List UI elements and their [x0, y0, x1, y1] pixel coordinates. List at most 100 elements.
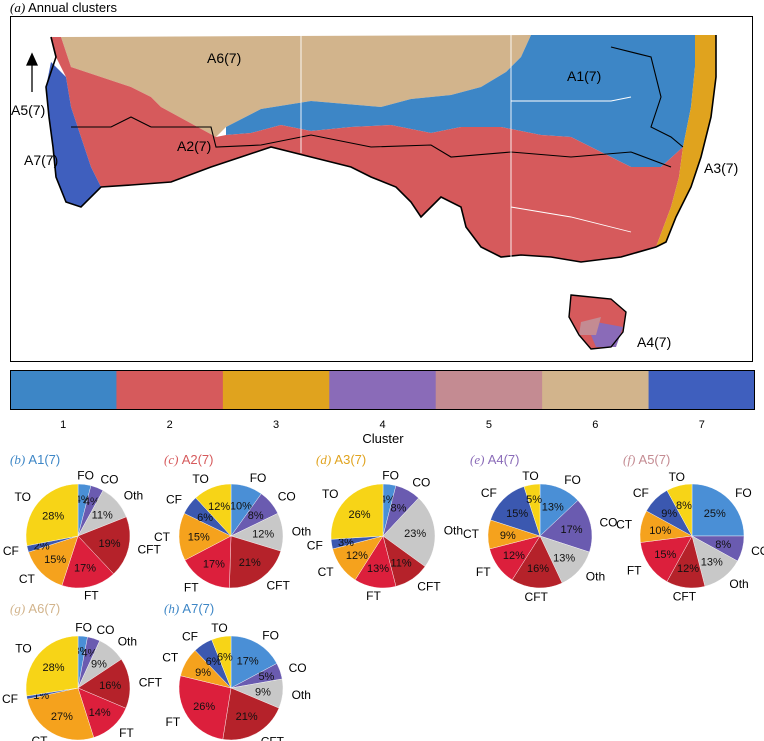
pie-title: (g) A6(7): [10, 601, 60, 616]
pie-slice-label: CFT: [138, 542, 162, 556]
cluster-map: A1(7) A2(7) A3(7) A4(7) A5(7) A6(7) A7(7…: [10, 16, 753, 362]
pie-slice-label: CF: [307, 539, 323, 553]
pie-slice-value: 15%: [188, 532, 210, 544]
pie-slice-value: 10%: [230, 500, 252, 512]
colorbar-segment-5: [435, 370, 543, 410]
pie-slice-value: 12%: [346, 550, 368, 562]
pie-slice-label: CT: [154, 530, 171, 544]
pie-slice-label: CF: [481, 486, 497, 500]
pie-slice-value: 28%: [42, 662, 64, 674]
pie-slice-FO: [691, 483, 745, 537]
pie-slice-label: CF: [3, 544, 19, 558]
pie-title-letter: (c): [164, 452, 182, 467]
pie-slice-value: 17%: [74, 563, 96, 575]
pie-slice-TO: [523, 483, 541, 537]
colorbar-segment-6: [542, 370, 650, 410]
state-border-vic: [510, 206, 632, 233]
pie-slice-CFT: [229, 535, 281, 589]
map-region-a5: [579, 317, 601, 335]
pie-slice-label: FO: [382, 469, 399, 483]
pie-slice-label: FO: [262, 629, 279, 643]
pie-slice-value: 26%: [348, 509, 370, 521]
pie-slice-value: 11%: [92, 510, 113, 522]
pie-slice-label: CO: [101, 472, 119, 486]
pie-slice-value: 8%: [715, 539, 731, 551]
pie-title: (h) A7(7): [164, 601, 214, 616]
pie-title-letter: (f): [623, 452, 639, 467]
pie-slice-value: 9%: [195, 667, 211, 679]
pie-slice-value: 13%: [701, 557, 723, 569]
colorbar-segment-1: [10, 370, 117, 410]
map-region-a1: [226, 35, 701, 167]
pie-slice-label: CF: [166, 493, 182, 507]
pie-slice-label: CF: [633, 486, 649, 500]
map-label-a2: A2(7): [177, 138, 211, 154]
pie-slice-label: Oth: [118, 635, 137, 649]
pie-title: (f) A5(7): [623, 452, 670, 467]
pie-slice-value: 13%: [553, 552, 575, 564]
pie-slice-CO: [539, 500, 593, 553]
pie-slice-label: TO: [322, 487, 338, 501]
pie-title: (b) A1(7): [10, 452, 60, 467]
pie-title-letter: (d): [316, 452, 334, 467]
pie-slice-label: TO: [15, 490, 31, 504]
boundary-a1: [610, 46, 684, 148]
pie-slice-value: 14%: [89, 707, 111, 719]
pie-slice-value: 17%: [560, 524, 582, 536]
pie-slice-value: 23%: [404, 528, 426, 540]
pie-slice-CT: [178, 513, 232, 561]
pie-slice-value: 13%: [367, 563, 389, 575]
pie-slice-label: TO: [669, 470, 685, 484]
pie-title-name: A1(7): [28, 452, 60, 467]
panel-a-title: Annual clusters: [28, 0, 117, 15]
pie-title-letter: (e): [470, 452, 488, 467]
pie-slice-value: 28%: [42, 510, 64, 522]
pie-slice-value: 17%: [203, 558, 225, 570]
pie-title-letter: (b): [10, 452, 28, 467]
pie-slice-CF: [490, 486, 541, 537]
pie-slice-label: CFT: [417, 580, 441, 594]
pie-slice-TO: [25, 635, 79, 697]
pie-slice-value: 6%: [197, 512, 213, 524]
pie-slice-label: CO: [412, 476, 430, 490]
pie-slice-value: 12%: [677, 563, 699, 575]
pie-slice-value: 21%: [239, 557, 261, 569]
pie-slice-label: CFT: [139, 675, 163, 689]
pie-slice-value: 9%: [500, 530, 516, 542]
pie-slice-FO: [230, 635, 278, 689]
pie-slice-label: Oth: [292, 524, 311, 538]
pie-slice-value: 3%: [338, 537, 354, 549]
colorbar-title: Cluster: [362, 431, 404, 446]
pie-slice-label: FO: [77, 469, 94, 483]
colorbar-tick-label: 3: [273, 419, 280, 431]
map-label-a6: A6(7): [207, 50, 241, 66]
pie-panel-A2(7): (c) A2(7) 10% FO 8% CO 12% Oth 21% CFT 17% FT 15% CT…: [154, 452, 311, 595]
pie-slice-label: CT: [318, 565, 335, 579]
colorbar-tick-label: 6: [592, 419, 599, 431]
pie-title: (c) A2(7): [164, 452, 213, 467]
pie-slice-CFT: [222, 687, 280, 741]
pie-slice-FT: [184, 535, 232, 589]
pie-slice-CT: [28, 535, 79, 586]
coastline: [45, 35, 717, 263]
a5-arrow-head: [25, 52, 39, 66]
pie-slice-value: 13%: [542, 501, 564, 513]
pie-slice-value: 8%: [391, 503, 407, 515]
pie-slice-value: 12%: [252, 529, 274, 541]
colorbar-tick-label: 2: [166, 419, 173, 431]
pie-title-name: A2(7): [182, 452, 214, 467]
map-region-a6: [61, 35, 531, 137]
pie-slice-label: TO: [192, 472, 208, 486]
panel-a-label: (a) Annual clusters: [10, 0, 117, 16]
pie-slice-label: FT: [476, 565, 491, 579]
colorbar-border: [10, 370, 755, 410]
pie-slice-TO: [195, 483, 232, 537]
pie-slice-label: Oth: [729, 577, 748, 591]
pie-slice-value: 17%: [237, 655, 259, 667]
pie-slice-label: FT: [366, 589, 381, 603]
pie-slice-CT: [26, 687, 95, 741]
pie-slice-label: Oth: [292, 688, 311, 702]
pie-slice-TO: [666, 483, 693, 537]
